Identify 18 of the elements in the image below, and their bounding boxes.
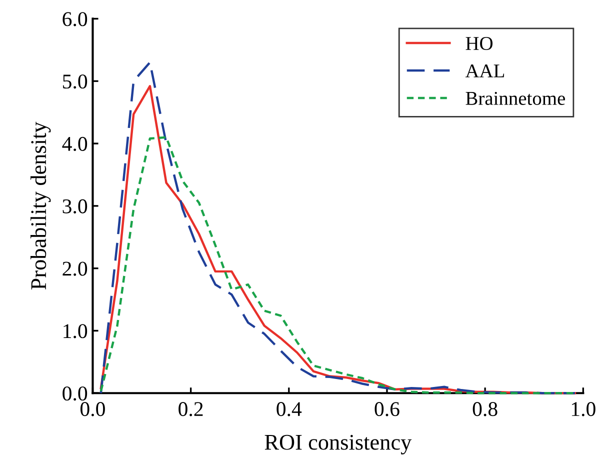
x-tick-label: 0.8 bbox=[472, 402, 498, 416]
y-axis-title: Probability density bbox=[30, 122, 51, 290]
y-tick-label: 0.0 bbox=[62, 386, 88, 401]
y-tick-label: 1.0 bbox=[64, 324, 88, 338]
x-tick-label: 0.4 bbox=[276, 402, 302, 416]
y-tick-label: 6.0 bbox=[62, 12, 88, 26]
y-tick-label: 3.0 bbox=[62, 199, 88, 214]
legend-label: Brainnetome bbox=[466, 92, 565, 105]
x-tick-label: 1.0 bbox=[572, 402, 596, 416]
legend-label: AAL bbox=[465, 64, 504, 78]
x-tick-label: 0.0 bbox=[80, 402, 105, 416]
x-axis-title: ROI consistency bbox=[264, 434, 412, 454]
x-tick-label: 0.2 bbox=[178, 402, 203, 416]
legend-label: HO bbox=[466, 36, 493, 50]
y-tick-label: 5.0 bbox=[63, 74, 88, 89]
y-tick-label: 2.0 bbox=[62, 262, 88, 276]
y-tick-label: 4.0 bbox=[62, 136, 88, 152]
x-tick-label: 0.6 bbox=[374, 402, 400, 416]
